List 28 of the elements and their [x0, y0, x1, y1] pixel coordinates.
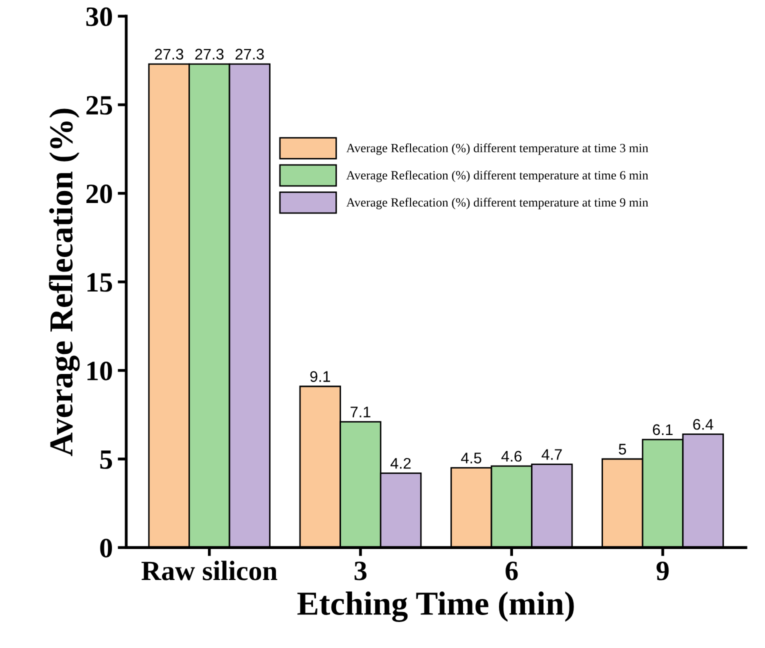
data-label: 4.7 [542, 449, 562, 460]
x-axis-title: Etching Time (min) [297, 592, 574, 622]
x-tick-label: 3 [354, 562, 366, 580]
data-label: 27.3 [236, 48, 264, 60]
data-label: 7.1 [350, 406, 370, 418]
data-label: 9.1 [310, 371, 330, 382]
legend-label: Average Reflecation (%) different temperature at time 9 min [346, 198, 648, 210]
data-label: 27.3 [154, 48, 184, 60]
legend-label: Average Reflecation (%) different temperature at time 3 min [346, 143, 648, 155]
data-label: 6.4 [693, 418, 714, 430]
data-label: 4.5 [461, 452, 482, 464]
y-tick-label: 30 [86, 7, 112, 26]
x-tick-label: Raw silicon [142, 560, 278, 580]
data-label: 4.6 [501, 450, 522, 462]
y-tick-label: 20 [86, 184, 112, 204]
data-label: 5 [618, 444, 626, 455]
y-tick-label: 0 [100, 538, 112, 558]
data-label: 27.3 [195, 48, 224, 60]
data-label: 6.1 [652, 424, 673, 436]
data-label: 4.2 [390, 458, 411, 469]
x-tick-label: 9 [656, 562, 669, 580]
y-tick-label: 25 [86, 96, 112, 115]
y-tick-label: 10 [87, 362, 112, 380]
legend-label: Average Reflecation (%) different temperature at time 6 min [346, 170, 648, 182]
y-tick-label: 5 [100, 450, 112, 469]
x-tick-label: 6 [506, 562, 518, 580]
y-tick-label: 15 [87, 273, 112, 292]
y-axis-title: Average Reflecation (%) [48, 108, 80, 456]
